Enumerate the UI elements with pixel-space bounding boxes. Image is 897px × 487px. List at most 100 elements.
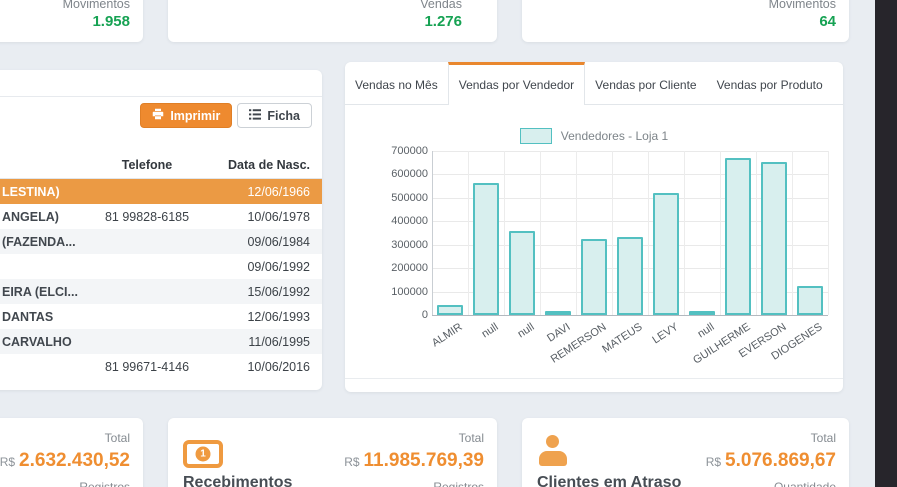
sub-label: Registros [79, 480, 130, 487]
print-button[interactable]: Imprimir [140, 103, 233, 128]
table-row[interactable]: LESTINA) 12/06/1966 [0, 179, 322, 204]
total-money: R$ 5.076.869,67 [706, 448, 836, 475]
y-axis-tick-label: 100000 [391, 285, 428, 298]
card-title: Clientes em Atraso [537, 474, 682, 487]
print-button-label: Imprimir [170, 108, 221, 123]
v-gridline [720, 151, 721, 315]
tab-vendas-no-m-s[interactable]: Vendas no Mês [355, 77, 438, 92]
stat-block: Movimentos 1.958 [63, 0, 130, 31]
card-title: Recebimentos [183, 474, 293, 487]
sales-panel: Vendas no Mês Vendas por Vendedor Vendas p… [345, 62, 843, 392]
y-axis-tick-label: 500000 [391, 191, 428, 204]
table-row[interactable]: CARVALHO 11/06/1995 [0, 329, 322, 354]
bar-mateus[interactable] [617, 236, 643, 315]
table-row[interactable]: 81 99671-4146 10/06/2016 [0, 354, 322, 379]
bar-davi[interactable] [545, 311, 571, 315]
sub-label: Registros [433, 480, 484, 487]
stat-block: Vendas 1.276 [420, 0, 462, 31]
h-gridline [432, 197, 828, 199]
stat-label: Movimentos [768, 0, 836, 11]
v-gridline [828, 151, 829, 315]
bar-null[interactable] [509, 230, 535, 315]
v-gridline [648, 151, 649, 315]
sub-label: Quantidade [773, 480, 836, 487]
v-gridline [504, 151, 505, 315]
y-axis-tick-label: 400000 [391, 215, 428, 228]
table-row[interactable]: EIRA (ELCI... 15/06/1992 [0, 279, 322, 304]
total-card-1: Total R$ 2.632.430,52 Registros [0, 418, 143, 487]
total-label: Total [810, 431, 836, 445]
customer-birthdate: 11/06/1995 [248, 334, 310, 349]
ficha-button-label: Ficha [267, 108, 300, 123]
currency-label: R$ [344, 455, 360, 469]
bar-null[interactable] [473, 182, 499, 315]
customer-name: DANTAS [2, 309, 54, 324]
total-block: Total R$ 2.632.430,52 Registros [0, 431, 130, 487]
ficha-button[interactable]: Ficha [237, 103, 312, 128]
v-gridline [684, 151, 685, 315]
total-block: Total R$ 5.076.869,67 Quantidade [706, 431, 836, 487]
customer-name: ANGELA) [2, 209, 59, 224]
customer-phone: 81 99671-4146 [104, 359, 190, 374]
h-gridline [432, 221, 828, 223]
table-row[interactable]: (FAZENDA... 09/06/1984 [0, 229, 322, 254]
customer-phone: 81 99828-6185 [104, 209, 190, 224]
printer-icon [152, 108, 164, 123]
bar-guilherme[interactable] [725, 158, 751, 315]
total-value: 2.632.430,52 [19, 450, 130, 471]
y-axis-tick-label: 0 [421, 309, 428, 321]
customer-birthdate: 09/06/1992 [247, 259, 310, 274]
chart-legend: Vendedores - Loja 1 [345, 128, 843, 144]
bar-levy[interactable] [653, 193, 679, 315]
table-row[interactable]: 09/06/1992 [0, 254, 322, 279]
x-axis-label: MATEUS [600, 321, 645, 356]
tab-vendas-por-vendedor[interactable]: Vendas por Vendedor [447, 62, 586, 105]
clientes-atraso-card: Clientes em Atraso Total R$ 5.076.869,67 … [522, 418, 849, 487]
stat-label: Vendas [420, 0, 462, 11]
total-label: Total [458, 431, 484, 445]
currency-label: R$ [0, 455, 16, 469]
column-birthdate: Data de Nasc. [228, 158, 310, 172]
tab-vendas-por-produto[interactable]: Vendas por Produto [716, 77, 823, 92]
customer-birthdate: 12/06/1993 [247, 309, 310, 324]
list-icon [249, 108, 262, 123]
x-axis-label: DAVI [545, 321, 573, 345]
bar-null[interactable] [689, 311, 715, 315]
person-icon [539, 435, 567, 466]
y-axis-tick-label: 600000 [391, 168, 428, 181]
right-edge-dark-panel [875, 0, 897, 487]
stat-card-movimentos-2: Movimentos 64 [522, 0, 849, 42]
customer-birthdate: 12/06/1966 [247, 184, 310, 199]
stat-value: 1.958 [92, 13, 130, 30]
y-axis-tick-label: 300000 [391, 238, 428, 251]
customers-panel: Imprimir Ficha Telefone Data de Nasc. LE… [0, 70, 322, 390]
v-gridline [540, 151, 541, 315]
total-label: Total [104, 431, 130, 445]
tab-vendas-por-cliente[interactable]: Vendas por Cliente [595, 77, 697, 92]
bar-almir[interactable] [437, 304, 463, 315]
stat-card-vendas: Vendas 1.276 [168, 0, 497, 42]
bar-remerson[interactable] [581, 238, 607, 315]
x-axis-label: LEVY [650, 321, 681, 347]
customer-name: LESTINA) [2, 184, 60, 199]
legend-label: Vendedores - Loja 1 [560, 129, 669, 143]
customers-panel-header [0, 70, 322, 97]
y-axis-tick-label: 200000 [391, 262, 428, 275]
coin-glyph: 1 [195, 446, 211, 462]
bar-diogenes[interactable] [797, 285, 823, 315]
h-gridline [432, 174, 828, 176]
x-axis-label: ALMIR [429, 321, 465, 350]
y-axis-tick-label: 700000 [391, 145, 428, 157]
v-gridline [432, 151, 433, 315]
v-gridline [468, 151, 469, 315]
sales-tabs: Vendas no Mês Vendas por Vendedor Vendas p… [345, 62, 843, 105]
table-row[interactable]: DANTAS 12/06/1993 [0, 304, 322, 329]
customer-birthdate: 15/06/1992 [247, 284, 310, 299]
stat-card-movimentos-1: Movimentos 1.958 [0, 0, 143, 42]
customer-birthdate: 09/06/1984 [247, 234, 310, 249]
table-row[interactable]: ANGELA) 81 99828-6185 10/06/1978 [0, 204, 322, 229]
total-money: R$ 11.985.769,39 [344, 448, 484, 475]
bar-everson[interactable] [761, 161, 787, 315]
customers-table-header: Telefone Data de Nasc. [0, 152, 322, 179]
column-phone: Telefone [121, 158, 173, 172]
